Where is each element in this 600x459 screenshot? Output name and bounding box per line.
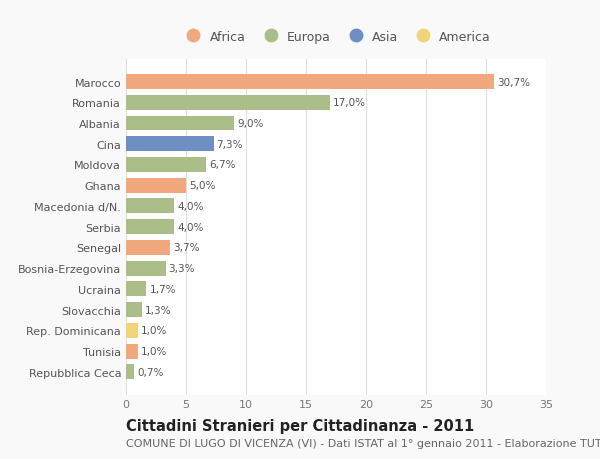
Text: Cittadini Stranieri per Cittadinanza - 2011: Cittadini Stranieri per Cittadinanza - 2… (126, 418, 474, 433)
Legend: Africa, Europa, Asia, America: Africa, Europa, Asia, America (176, 26, 496, 49)
Bar (126, 137, 214, 152)
Bar (126, 344, 138, 359)
Text: 1,3%: 1,3% (145, 305, 171, 315)
Text: 7,3%: 7,3% (217, 140, 243, 150)
Text: 0,7%: 0,7% (137, 367, 164, 377)
Text: 3,7%: 3,7% (173, 243, 200, 253)
Bar (126, 241, 170, 255)
Bar (126, 282, 146, 297)
Text: 9,0%: 9,0% (237, 119, 263, 129)
Text: 1,7%: 1,7% (149, 284, 176, 294)
Text: 1,0%: 1,0% (141, 326, 167, 336)
Bar (126, 158, 206, 173)
Text: 6,7%: 6,7% (209, 160, 236, 170)
Text: 4,0%: 4,0% (177, 222, 203, 232)
Text: 4,0%: 4,0% (177, 202, 203, 212)
Bar (126, 302, 142, 318)
Bar (126, 75, 494, 90)
Text: 5,0%: 5,0% (189, 181, 215, 191)
Bar (126, 261, 166, 276)
Text: 3,3%: 3,3% (169, 263, 195, 274)
Text: 30,7%: 30,7% (497, 78, 530, 87)
Bar (126, 199, 174, 214)
Bar (126, 179, 186, 193)
Text: COMUNE DI LUGO DI VICENZA (VI) - Dati ISTAT al 1° gennaio 2011 - Elaborazione TU: COMUNE DI LUGO DI VICENZA (VI) - Dati IS… (126, 438, 600, 448)
Bar (126, 220, 174, 235)
Bar (126, 95, 330, 111)
Bar (126, 364, 134, 380)
Bar (126, 116, 234, 131)
Bar (126, 323, 138, 338)
Text: 17,0%: 17,0% (333, 98, 366, 108)
Text: 1,0%: 1,0% (141, 347, 167, 356)
